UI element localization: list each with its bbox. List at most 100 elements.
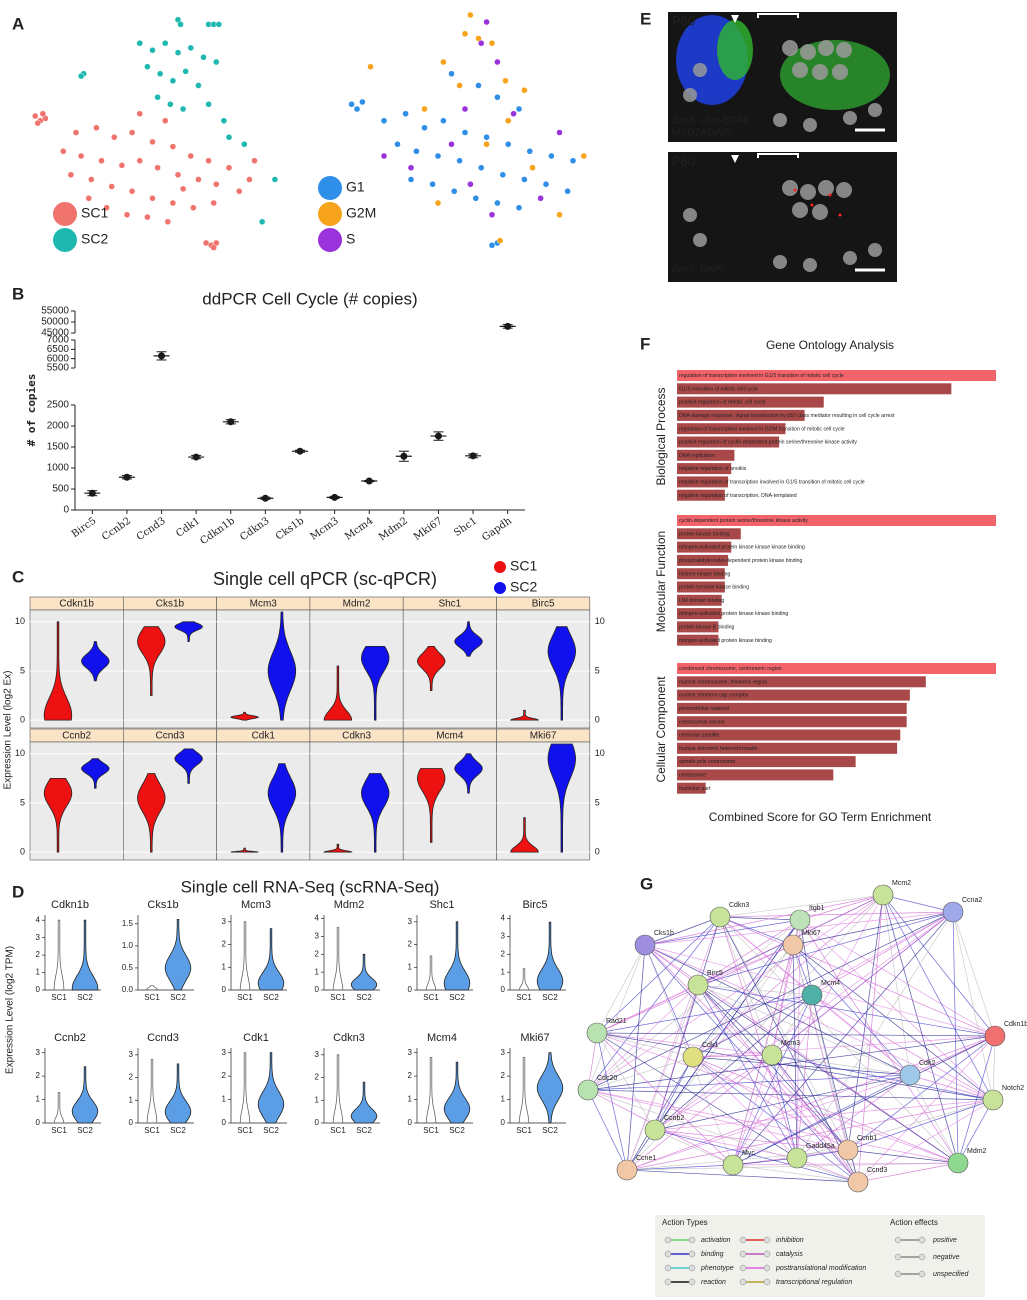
bar-label: negative regulation of transcription, DN… [679,493,797,499]
x-tick-label: SC2 [449,993,465,1002]
network-edge [596,1032,798,1159]
legend-label: posttranslational modification [775,1265,866,1272]
bar-label: LIM domain binding [679,598,724,604]
violin [267,763,297,853]
x-tick-label: SC1 [516,993,532,1002]
point [475,82,482,89]
network-edge [847,894,884,1151]
network-edge [792,944,994,1101]
x-tick-label: SC1 [51,1126,67,1135]
node-label: Ccnb1 [857,1135,877,1142]
y-tick-label: 0 [36,985,41,994]
bar [677,742,898,754]
network-edge [644,916,721,946]
point [510,110,517,117]
network-edge [654,1054,773,1131]
network-edge [596,1032,734,1166]
legend-swatch [53,228,77,252]
point [111,133,118,141]
y-tick-label: 3 [36,933,41,942]
network-node [942,901,964,923]
node-label: Gadd45a [806,1143,835,1150]
bar [677,423,786,435]
point [461,30,469,37]
network-edge [719,916,773,1056]
legend-node [664,1264,672,1272]
violin [518,1057,530,1124]
point [251,157,258,164]
dot [227,418,235,426]
panel-title: Cks1b [156,599,185,610]
bar [677,396,824,408]
y-tick-label: 1.5 [122,919,134,928]
violin [332,1054,344,1124]
violin [332,927,344,991]
panel-title: Cdkn1b [51,899,89,911]
bar [677,476,729,488]
legend-label: binding [701,1251,724,1258]
violin [71,1066,99,1124]
legend-node [664,1278,672,1286]
point [213,180,220,188]
network-edge [654,1074,911,1131]
point [77,72,85,80]
dot [365,477,373,485]
network-legend-box [655,1215,985,1297]
panel-title: Cdkn3 [333,1032,365,1044]
network-edge [882,894,994,1101]
violin [425,955,437,991]
violin [53,919,65,991]
network-edge [587,916,721,1091]
point [149,138,156,146]
legend-node [763,1250,771,1258]
network-node [682,1046,704,1068]
x-tick-label: SC2 [170,993,186,1002]
network-edge [697,919,801,986]
violin [53,1092,65,1124]
legend-label: unspecified [933,1271,970,1278]
y-tick-label: 3 [315,932,320,941]
bar-label: protein kinase binding [679,531,730,537]
point [164,218,172,226]
x-axis-label: Combined Score for GO Term Enrichment [709,810,932,824]
y-tick-label: 1 [315,1095,320,1104]
network-edge [719,916,859,1183]
y-tick-label: 0 [595,715,600,725]
bar-label: centriolar satellite [679,733,719,739]
point [488,40,496,47]
point [359,98,366,106]
point [177,21,184,28]
network-edge [587,894,884,1091]
panel-title: Cks1b [147,899,178,911]
point [190,204,197,211]
chart-title: Single cell qPCR (sc-qPCR) [213,569,437,589]
y-tick-label: 55000 [41,306,69,317]
panel-title: Mcm3 [250,599,278,610]
network-node [801,984,823,1006]
violin [350,1081,378,1124]
network-node [644,1119,666,1141]
x-tick-label: SC2 [542,1126,558,1135]
network-edge [719,894,884,918]
violin [146,985,158,991]
network-edge [626,916,721,1171]
point [440,58,447,66]
point [429,180,436,188]
violin [174,621,203,642]
network-edge [596,944,646,1034]
violin [510,817,539,853]
network-edge [771,1054,859,1183]
bar-label: nuclear telomere cap complex [679,693,749,699]
point [521,176,528,183]
network-edge [796,1157,859,1183]
point [380,117,388,124]
y-axis-label: Expression Level (log2 Ex) [3,671,14,790]
y-tick-label: 3 [501,932,506,941]
panel-letter: E [640,9,651,28]
violin [164,919,192,991]
legend-node [894,1253,902,1261]
y-tick-label: 4 [36,915,41,924]
panel-title: Birc5 [522,899,547,911]
point [467,11,474,19]
network-edge [644,919,801,946]
